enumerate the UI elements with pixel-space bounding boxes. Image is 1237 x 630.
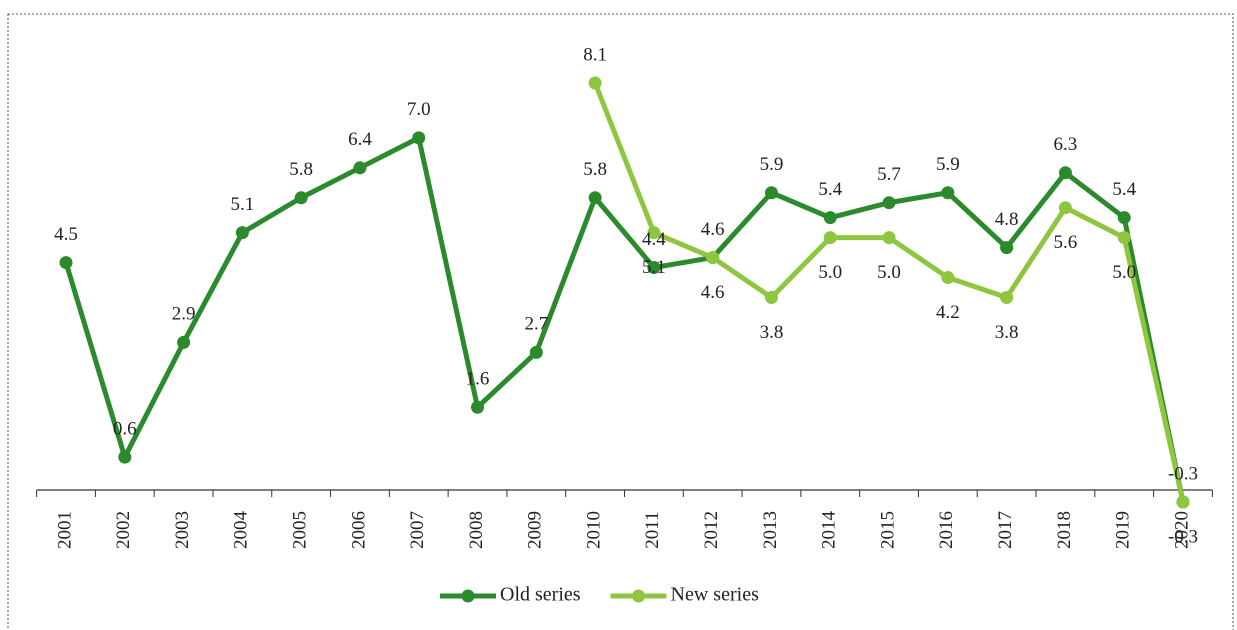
x-tick-label: 2013 bbox=[760, 511, 781, 549]
data-label: 5.0 bbox=[1112, 262, 1136, 283]
data-point bbox=[764, 186, 778, 200]
data-label: 4.8 bbox=[995, 209, 1019, 230]
data-label: 5.6 bbox=[1054, 232, 1078, 253]
data-label: 7.0 bbox=[407, 99, 431, 120]
data-label: 5.1 bbox=[642, 257, 666, 278]
data-label: 5.0 bbox=[818, 262, 842, 283]
data-label: 8.1 bbox=[583, 44, 607, 65]
data-label: 3.8 bbox=[760, 322, 784, 343]
legend-label: Old series bbox=[500, 584, 581, 606]
data-point bbox=[706, 251, 720, 265]
data-point bbox=[823, 231, 837, 245]
data-point bbox=[882, 196, 896, 210]
data-label: 2.7 bbox=[524, 314, 548, 335]
data-point bbox=[118, 450, 132, 464]
data-label: 0.6 bbox=[113, 418, 137, 439]
data-point bbox=[59, 256, 73, 270]
data-label: 5.4 bbox=[1112, 179, 1136, 200]
data-label: 4.2 bbox=[936, 302, 960, 323]
data-label: 3.8 bbox=[995, 322, 1019, 343]
x-tick-label: 2012 bbox=[701, 511, 722, 549]
data-label: 5.7 bbox=[877, 164, 901, 185]
x-tick-label: 2010 bbox=[583, 511, 604, 549]
legend-label: New series bbox=[671, 584, 760, 606]
data-label: 5.1 bbox=[230, 194, 254, 215]
x-tick-label: 2008 bbox=[466, 511, 487, 549]
x-tick-label: 2011 bbox=[642, 511, 663, 548]
data-label: 4.5 bbox=[54, 224, 78, 245]
x-tick-label: 2004 bbox=[231, 511, 252, 550]
data-point bbox=[941, 186, 955, 200]
data-label: 6.3 bbox=[1054, 134, 1078, 155]
x-tick-label: 2020 bbox=[1171, 511, 1192, 549]
data-label: 4.6 bbox=[701, 219, 725, 240]
data-point bbox=[1000, 241, 1014, 255]
x-tick-label: 2005 bbox=[290, 511, 311, 549]
x-tick-label: 2009 bbox=[525, 511, 546, 549]
series-line bbox=[592, 82, 1186, 503]
x-tick-label: 2017 bbox=[995, 511, 1016, 549]
data-point bbox=[1000, 290, 1014, 304]
data-point bbox=[882, 231, 896, 245]
x-tick-label: 2016 bbox=[936, 511, 957, 549]
data-point bbox=[588, 76, 602, 90]
data-label: 5.8 bbox=[289, 159, 313, 180]
x-tick-label: 2014 bbox=[819, 511, 840, 550]
data-label: 2.9 bbox=[172, 304, 196, 325]
data-point bbox=[177, 335, 191, 349]
x-tick-label: 2006 bbox=[348, 511, 369, 549]
data-label: 6.4 bbox=[348, 129, 372, 150]
data-point bbox=[529, 345, 543, 359]
data-point bbox=[647, 261, 661, 275]
data-label: 5.0 bbox=[877, 262, 901, 283]
x-tick-label: 2018 bbox=[1054, 511, 1075, 549]
data-point bbox=[764, 290, 778, 304]
data-point bbox=[294, 191, 308, 205]
data-point bbox=[353, 161, 367, 175]
data-point bbox=[823, 211, 837, 225]
data-point bbox=[1058, 166, 1072, 180]
x-tick-label: 2019 bbox=[1113, 511, 1134, 549]
x-tick-label: 2015 bbox=[877, 511, 898, 549]
data-point bbox=[412, 131, 426, 145]
data-label: -0.3 bbox=[1168, 526, 1198, 547]
data-label: 4.6 bbox=[701, 282, 725, 303]
legend-marker bbox=[461, 589, 475, 603]
data-label: 1.6 bbox=[466, 369, 490, 390]
data-point bbox=[941, 271, 955, 285]
data-label: 5.8 bbox=[583, 159, 607, 180]
data-label: -0.3 bbox=[1168, 463, 1198, 484]
data-point bbox=[471, 400, 485, 414]
x-tick-label: 2007 bbox=[407, 511, 428, 549]
data-label: 5.9 bbox=[760, 154, 784, 175]
chart-frame bbox=[7, 13, 1234, 630]
x-tick-label: 2002 bbox=[113, 511, 134, 549]
data-point bbox=[235, 226, 249, 240]
data-label: 5.9 bbox=[936, 154, 960, 175]
x-tick-label: 2001 bbox=[54, 511, 75, 549]
data-point bbox=[1058, 201, 1072, 215]
data-label: 4.4 bbox=[642, 229, 666, 250]
data-point bbox=[1117, 231, 1131, 245]
data-point bbox=[647, 226, 661, 240]
data-label: 5.4 bbox=[818, 179, 842, 200]
legend-marker bbox=[632, 589, 646, 603]
data-point bbox=[588, 191, 602, 205]
data-point bbox=[1176, 495, 1190, 509]
x-tick-label: 2003 bbox=[172, 511, 193, 549]
data-point bbox=[1117, 211, 1131, 225]
series-line bbox=[63, 135, 1186, 503]
